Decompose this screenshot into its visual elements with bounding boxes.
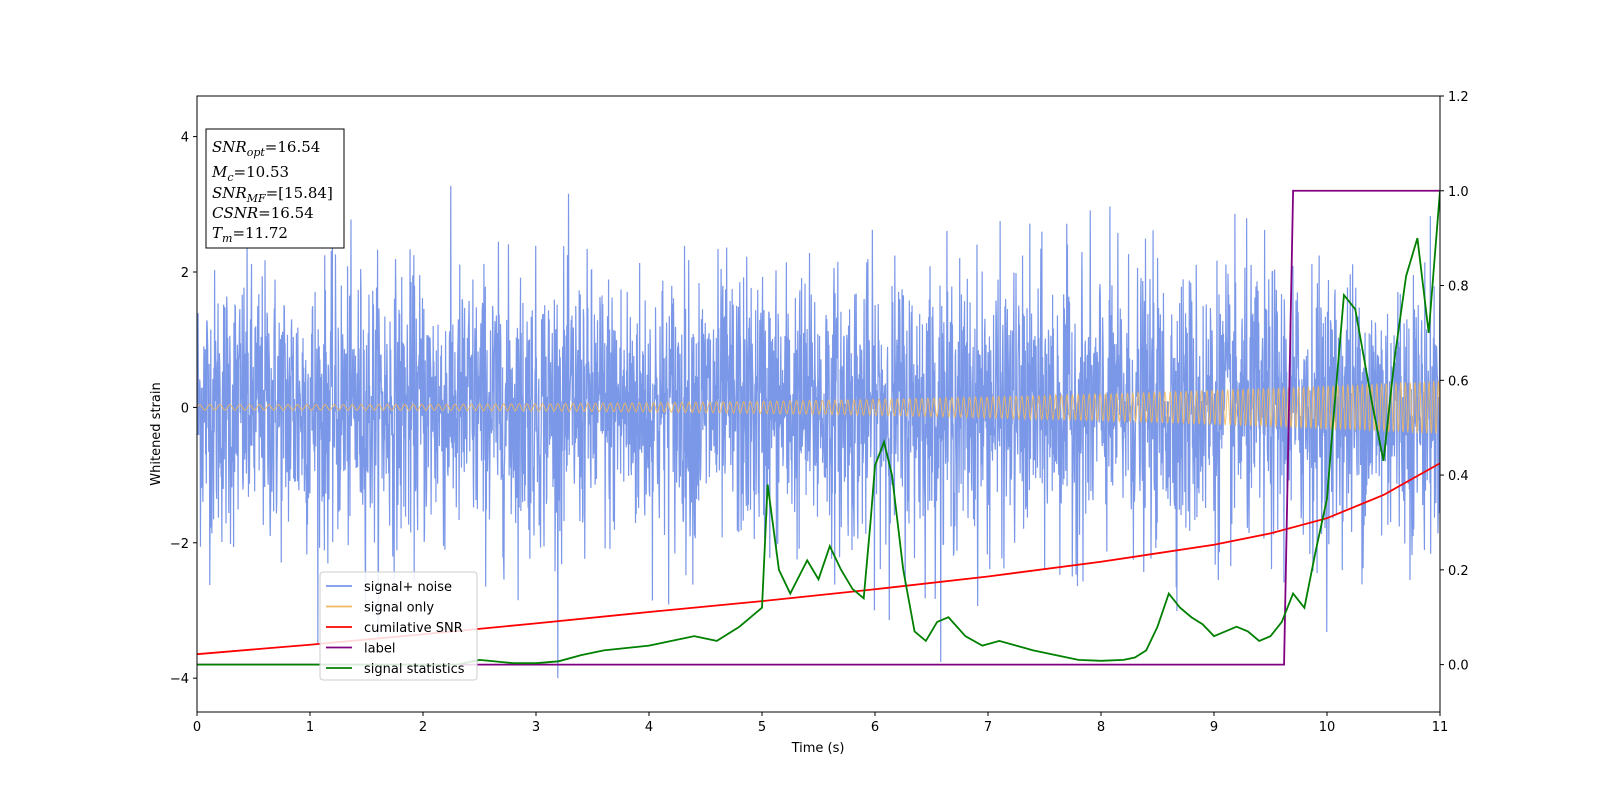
ticks-layer: 0 1 2 3 4 5 6 7 8 9 10 11 −4 −2 0 2 4 0.0 0.2 0.4 0.6 0.8 1.0 1…	[170, 90, 1469, 735]
y-right-tick-label: 1.2	[1448, 90, 1469, 105]
series-signal-statistics	[197, 190, 1440, 666]
legend: signal+ noise signal only cumilative SNR la…	[319, 571, 478, 681]
plot-frame	[196, 95, 1441, 713]
x-tick-label-10: 10	[1319, 720, 1336, 735]
series-signal-noise	[197, 185, 1440, 679]
info-line: SNRopt=16.54	[212, 138, 320, 159]
y-left-tick-label: 0	[181, 401, 189, 416]
info-box-frame	[205, 128, 345, 249]
y-right-tick-label: 0.8	[1448, 280, 1469, 295]
series-label	[197, 189, 1440, 666]
y-right-tick-label: 1.0	[1448, 185, 1469, 200]
x-tick-label-8: 8	[1097, 720, 1105, 735]
legend-frame	[319, 571, 478, 681]
y-left-tick-label: 2	[181, 266, 189, 281]
info-line: Tm=11.72	[212, 224, 288, 245]
x-tick-label-2: 2	[419, 720, 427, 735]
info-line: Mc=10.53	[211, 163, 289, 184]
x-tick-label-1: 1	[306, 720, 314, 735]
x-axis-label: Time (s)	[791, 741, 845, 756]
legend-label: signal only	[364, 601, 434, 616]
x-tick-label-0: 0	[193, 720, 201, 735]
legend-label: signal+ noise	[364, 580, 452, 595]
x-tick-label-5: 5	[758, 720, 766, 735]
y-left-tick-label: −4	[170, 672, 189, 687]
y-left-tick-label: −2	[170, 537, 189, 552]
x-tick-label-11: 11	[1432, 720, 1449, 735]
y-right-tick-label: 0.2	[1448, 564, 1469, 579]
x-tick-label-9: 9	[1210, 720, 1218, 735]
y-right-tick-label: 0.0	[1448, 659, 1469, 674]
series-signal-only	[197, 380, 1440, 434]
y-right-tick-label: 0.4	[1448, 469, 1469, 484]
info-line: CSNR=16.54	[212, 204, 314, 222]
info-box: SNRopt=16.54 Mc=10.53SNRMF=[15.84]CSNR=16…	[205, 128, 345, 249]
y-right-tick-label: 0.6	[1448, 374, 1469, 389]
legend-label: cumilative SNR	[364, 621, 463, 636]
x-tick-label-7: 7	[984, 720, 992, 735]
y-axis-label-left: Whitened strain	[149, 382, 164, 485]
y-left-tick-label: 4	[181, 131, 189, 146]
x-tick-label-4: 4	[645, 720, 653, 735]
x-tick-label-6: 6	[871, 720, 879, 735]
info-line: SNRMF=[15.84]	[212, 184, 333, 205]
legend-label: label	[364, 642, 395, 657]
legend-label: signal statistics	[364, 662, 465, 677]
x-tick-label-3: 3	[532, 720, 540, 735]
